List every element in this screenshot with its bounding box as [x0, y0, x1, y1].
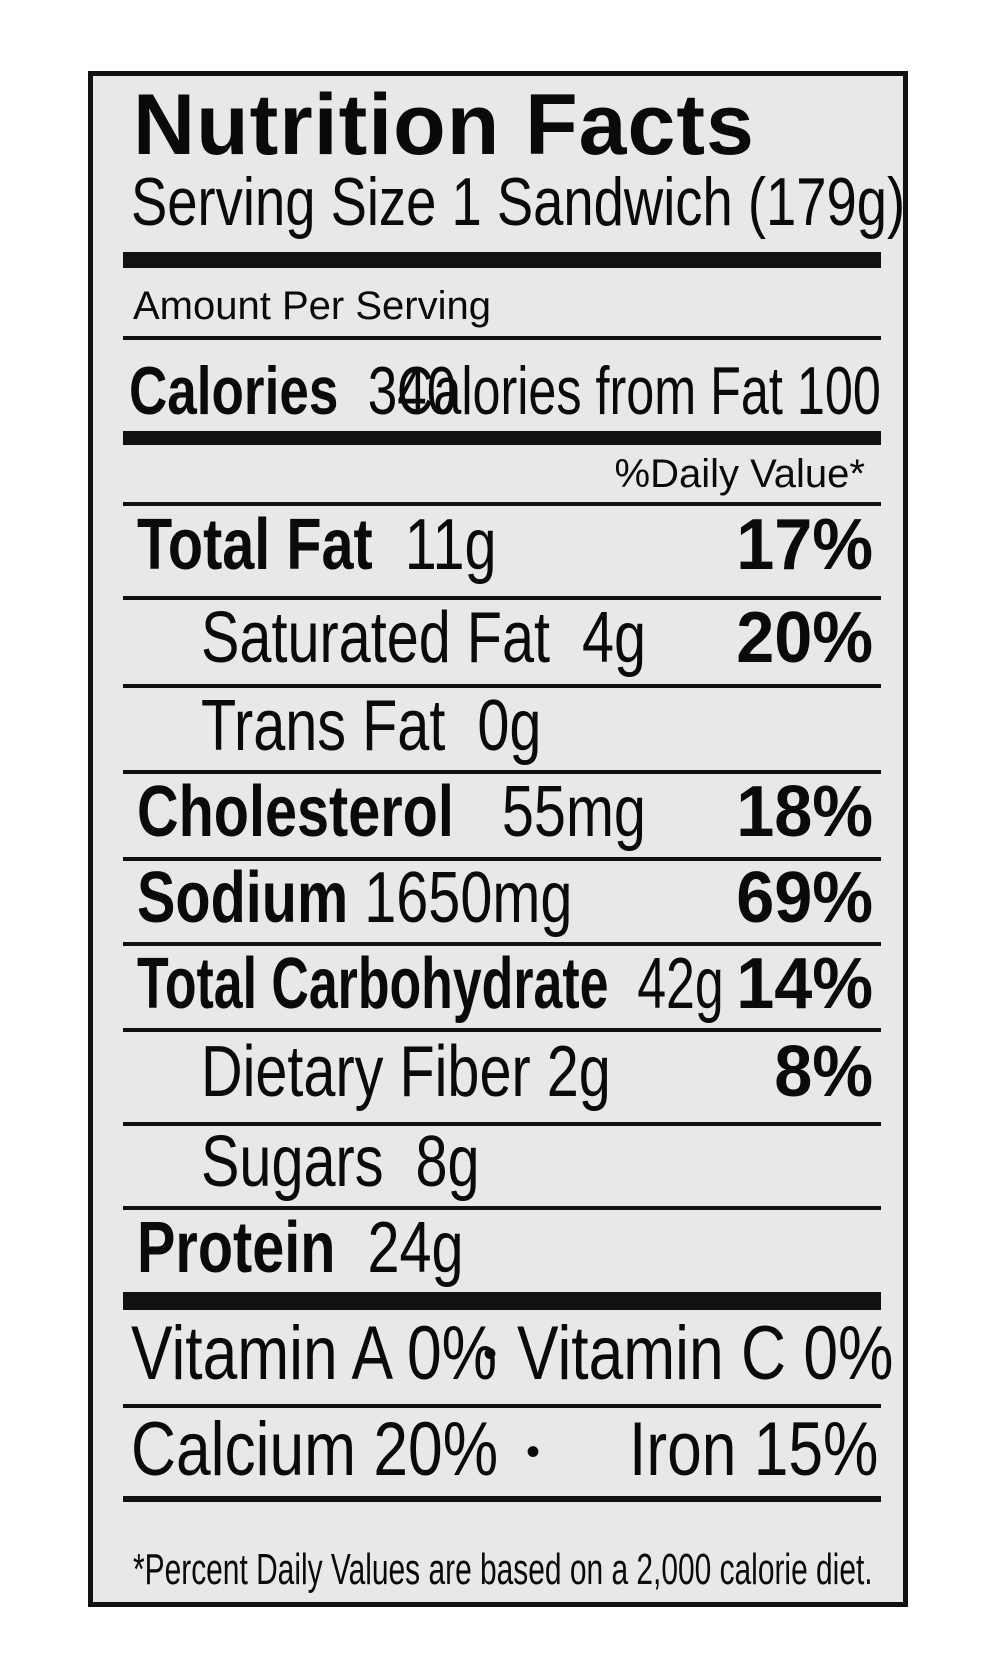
divider — [123, 336, 881, 340]
serving-size: Serving Size 1 Sandwich (179g) — [131, 164, 906, 240]
thick-divider — [123, 1292, 881, 1310]
saturated-fat-amount: 4g — [582, 598, 647, 678]
cholesterol-amount: 55mg — [501, 772, 646, 852]
vitamin-a: Vitamin A 0% — [131, 1311, 498, 1396]
total-carbohydrate-label: Total Carbohydrate — [137, 944, 609, 1024]
saturated-fat-row: Saturated Fat 4g — [201, 602, 757, 674]
protein-amount: 24g — [367, 1208, 464, 1288]
saturated-fat-dv: 20% — [736, 598, 873, 678]
dietary-fiber-dv: 8% — [774, 1032, 873, 1112]
trans-fat-amount: 0g — [477, 686, 542, 766]
sodium-label: Sodium — [137, 858, 349, 938]
divider — [123, 942, 881, 946]
sodium-row: Sodium 1650mg — [137, 862, 681, 934]
calories-label: Calories — [129, 353, 339, 429]
bullet-separator: • — [483, 1332, 498, 1376]
cholesterol-row: Cholesterol 55mg — [137, 776, 773, 848]
divider — [123, 1496, 881, 1502]
sugars-label: Sugars — [201, 1122, 384, 1202]
divider — [123, 1028, 881, 1032]
protein-label: Protein — [137, 1208, 336, 1288]
divider — [123, 770, 881, 774]
total-fat-amount: 11g — [404, 505, 497, 585]
calories-value: 340 — [367, 353, 457, 429]
label-title: Nutrition Facts — [133, 77, 755, 173]
bullet-separator: • — [526, 1430, 541, 1474]
cholesterol-label: Cholesterol — [137, 772, 454, 852]
nutrition-facts-label: Nutrition Facts Serving Size 1 Sandwich … — [88, 71, 908, 1607]
total-carbohydrate-dv: 14% — [736, 944, 873, 1024]
protein-row: Protein 24g — [137, 1212, 545, 1284]
trans-fat-label: Trans Fat — [201, 686, 446, 766]
vitamin-c: Vitamin C 0% — [517, 1311, 894, 1396]
footnote: *Percent Daily Values are based on a 2,0… — [133, 1545, 873, 1594]
dietary-fiber-row: Dietary Fiber 2g — [201, 1036, 713, 1108]
dietary-fiber-amount: 2g — [546, 1032, 611, 1112]
iron: Iron 15% — [629, 1407, 879, 1492]
total-carbohydrate-amount: 42g — [637, 944, 724, 1024]
total-fat-row: Total Fat 11g — [137, 509, 586, 581]
divider — [123, 502, 881, 506]
medium-divider — [123, 431, 881, 445]
total-carbohydrate-row: Total Carbohydrate 42g — [137, 948, 952, 1020]
divider — [123, 1404, 881, 1408]
trans-fat-row: Trans Fat 0g — [201, 690, 627, 762]
divider — [123, 1122, 881, 1126]
thick-divider — [123, 252, 881, 268]
saturated-fat-label: Saturated Fat — [201, 598, 551, 678]
calories-row: Calories 340 — [129, 357, 549, 425]
cholesterol-dv: 18% — [736, 772, 873, 852]
total-fat-dv: 17% — [736, 505, 873, 585]
calories-from-fat: Calories from Fat 100 — [397, 353, 881, 429]
daily-value-header: %Daily Value* — [614, 452, 866, 496]
divider — [123, 857, 881, 861]
amount-per-serving: Amount Per Serving — [133, 284, 491, 328]
sodium-dv: 69% — [736, 858, 873, 938]
dietary-fiber-label: Dietary Fiber — [201, 1032, 531, 1112]
divider — [123, 596, 881, 600]
sugars-amount: 8g — [415, 1122, 480, 1202]
calcium: Calcium 20% — [131, 1407, 499, 1492]
divider — [123, 684, 881, 688]
divider — [123, 1206, 881, 1210]
total-fat-label: Total Fat — [137, 505, 373, 585]
sodium-amount: 1650mg — [364, 858, 573, 938]
sugars-row: Sugars 8g — [201, 1126, 549, 1198]
